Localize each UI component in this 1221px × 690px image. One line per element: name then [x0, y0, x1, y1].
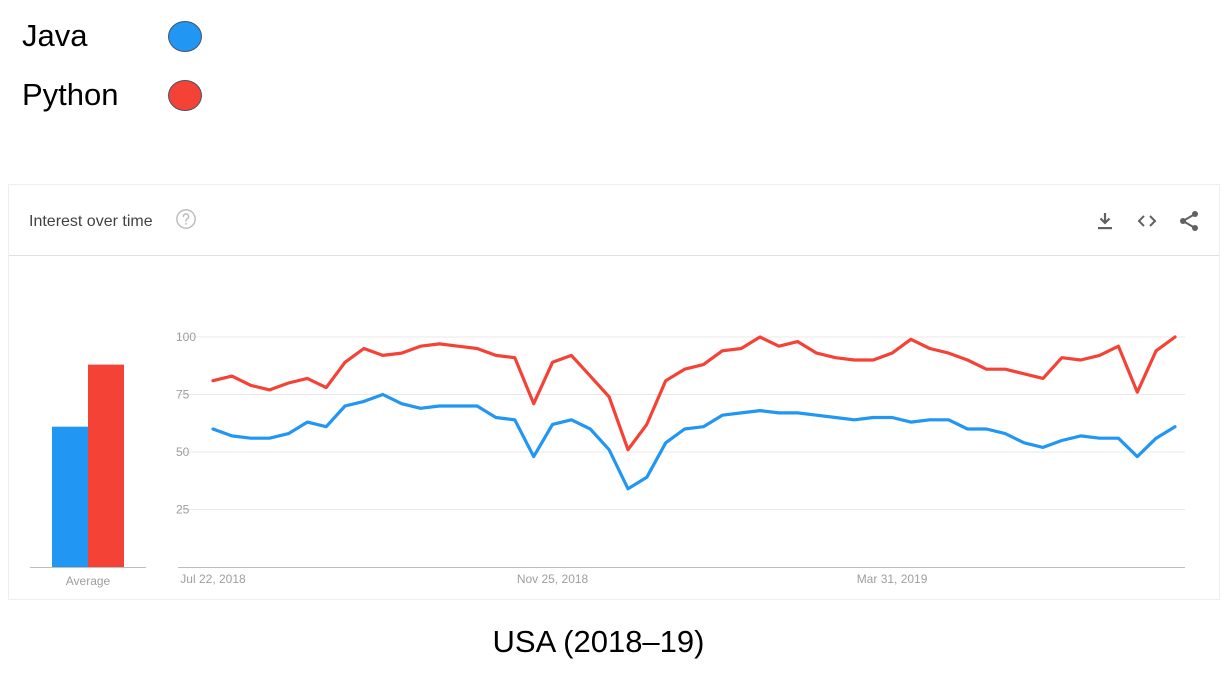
y-tick-label: 25: [176, 503, 190, 517]
interest-line-chart: 25 50 75 100 Jul 22, 2018 Nov 25, 2018 Mar 31,…: [176, 330, 1185, 586]
y-tick-label: 50: [176, 445, 190, 459]
average-bar-chart: Average: [30, 364, 146, 588]
series-line-java[interactable]: [211, 392, 1177, 491]
download-icon[interactable]: [1093, 209, 1117, 233]
interest-over-time-card: Interest over time: [8, 184, 1220, 600]
card-title: Interest over time: [29, 213, 153, 230]
share-icon[interactable]: [1177, 209, 1201, 233]
legend-item-python: Python: [22, 77, 202, 113]
y-tick-label: 75: [176, 388, 190, 402]
average-bar-java[interactable]: [52, 426, 88, 567]
average-category-label: Average: [66, 574, 111, 588]
legend-item-java: Java: [22, 18, 202, 54]
series-line-python[interactable]: [211, 335, 1177, 452]
help-icon[interactable]: [175, 208, 197, 230]
embed-icon[interactable]: [1135, 209, 1159, 233]
x-tick-label: Jul 22, 2018: [180, 572, 246, 586]
y-tick-label: 100: [176, 330, 196, 344]
legend-swatch-java: [168, 20, 202, 52]
x-tick-label: Mar 31, 2019: [857, 572, 928, 586]
legend-label-python: Python: [22, 77, 119, 112]
average-bar-python[interactable]: [88, 364, 124, 567]
chart-caption: USA (2018–19): [492, 624, 705, 659]
legend-swatch-python: [168, 79, 202, 111]
x-tick-label: Nov 25, 2018: [517, 572, 589, 586]
legend-label-java: Java: [22, 18, 88, 53]
card-header: Interest over time: [9, 185, 1219, 256]
